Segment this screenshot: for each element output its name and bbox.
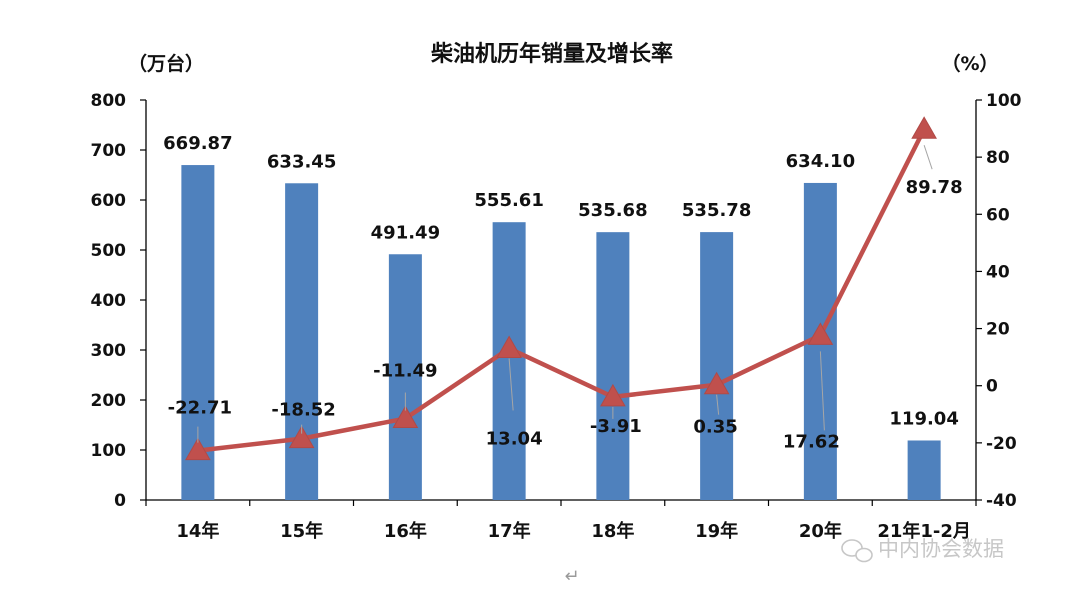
x-tick-label: 17年 (488, 520, 531, 542)
axes-layer: 0 100 200 300 400 500 600 700 800 -40 -20 0 20 40 60 80… (91, 91, 1022, 542)
x-tick-label: 15年 (280, 520, 323, 542)
bar-value-label: 491.49 (371, 222, 440, 243)
left-tick-label: 800 (91, 91, 127, 111)
data-labels-layer: 669.87 633.45 491.49 555.61 535.68 535.78 634.… (163, 133, 962, 452)
line-value-label: -22.71 (168, 398, 232, 419)
line-marker (807, 322, 834, 345)
line-value-label: 17.62 (783, 431, 840, 452)
leader-line (508, 358, 514, 411)
bar-value-label: 535.78 (682, 200, 751, 221)
right-tick-label: 100 (986, 91, 1022, 111)
left-tick-label: 200 (91, 391, 127, 411)
bar-value-label: 535.68 (578, 200, 647, 221)
right-tick-label: -40 (986, 491, 1017, 511)
right-tick-label: 40 (986, 262, 1010, 282)
left-tick-label: 100 (91, 441, 127, 461)
bar (388, 254, 422, 500)
bar (596, 232, 630, 500)
growth-line (197, 128, 927, 453)
line-marker (600, 383, 626, 407)
left-tick-label: 700 (91, 141, 127, 161)
wechat-icon (841, 539, 873, 563)
left-tick-label: 400 (91, 291, 127, 311)
x-tick-label: 19年 (695, 520, 738, 542)
bar-value-label: 119.04 (889, 408, 958, 429)
bar-value-label: 555.61 (474, 190, 543, 211)
line-value-label: -18.52 (271, 400, 335, 421)
line-marker (392, 405, 419, 429)
leader-line (819, 351, 825, 431)
line-layer (185, 116, 937, 461)
left-axis-unit: （万台） (128, 52, 204, 75)
left-tick-label: 0 (114, 491, 126, 511)
line-value-label: -3.91 (590, 416, 642, 437)
line-marker (185, 437, 211, 461)
bar (285, 183, 319, 500)
right-tick-label: 0 (986, 377, 998, 397)
bar-value-label: 669.87 (163, 133, 232, 154)
left-tick-label: 600 (91, 191, 127, 211)
line-marker (911, 116, 937, 139)
x-tick-label: 16年 (384, 520, 427, 542)
x-tick-label: 18年 (591, 520, 634, 542)
line-marker (288, 425, 315, 449)
right-tick-label: 60 (986, 205, 1010, 225)
line-marker (703, 371, 730, 395)
watermark: 中内协会数据 (841, 537, 1004, 563)
right-tick-label: -20 (986, 434, 1017, 454)
left-tick-label: 300 (91, 341, 127, 361)
line-value-label: -11.49 (373, 361, 437, 382)
leader-line (716, 394, 720, 415)
x-tick-label: 14年 (176, 520, 219, 542)
line-value-label: 0.35 (693, 417, 737, 438)
chart-title: 柴油机历年销量及增长率 (430, 41, 673, 67)
x-tick-label: 20年 (799, 520, 842, 542)
right-axis-unit: （%） (941, 52, 998, 75)
bar-value-label: 634.10 (786, 151, 855, 172)
line-marker (496, 335, 522, 358)
watermark-text: 中内协会数据 (878, 537, 1004, 561)
line-value-label: 13.04 (486, 428, 543, 449)
right-tick-label: 20 (986, 320, 1010, 340)
line-value-label: 89.78 (906, 177, 963, 198)
return-mark: ↵ (564, 566, 579, 587)
bar (700, 232, 734, 501)
bar (907, 440, 941, 500)
bar-value-label: 633.45 (267, 151, 336, 172)
left-tick-label: 500 (91, 241, 127, 261)
leader-line (923, 145, 933, 170)
x-tick-label: 21年1-2月 (877, 520, 971, 542)
right-tick-label: 80 (986, 148, 1010, 168)
